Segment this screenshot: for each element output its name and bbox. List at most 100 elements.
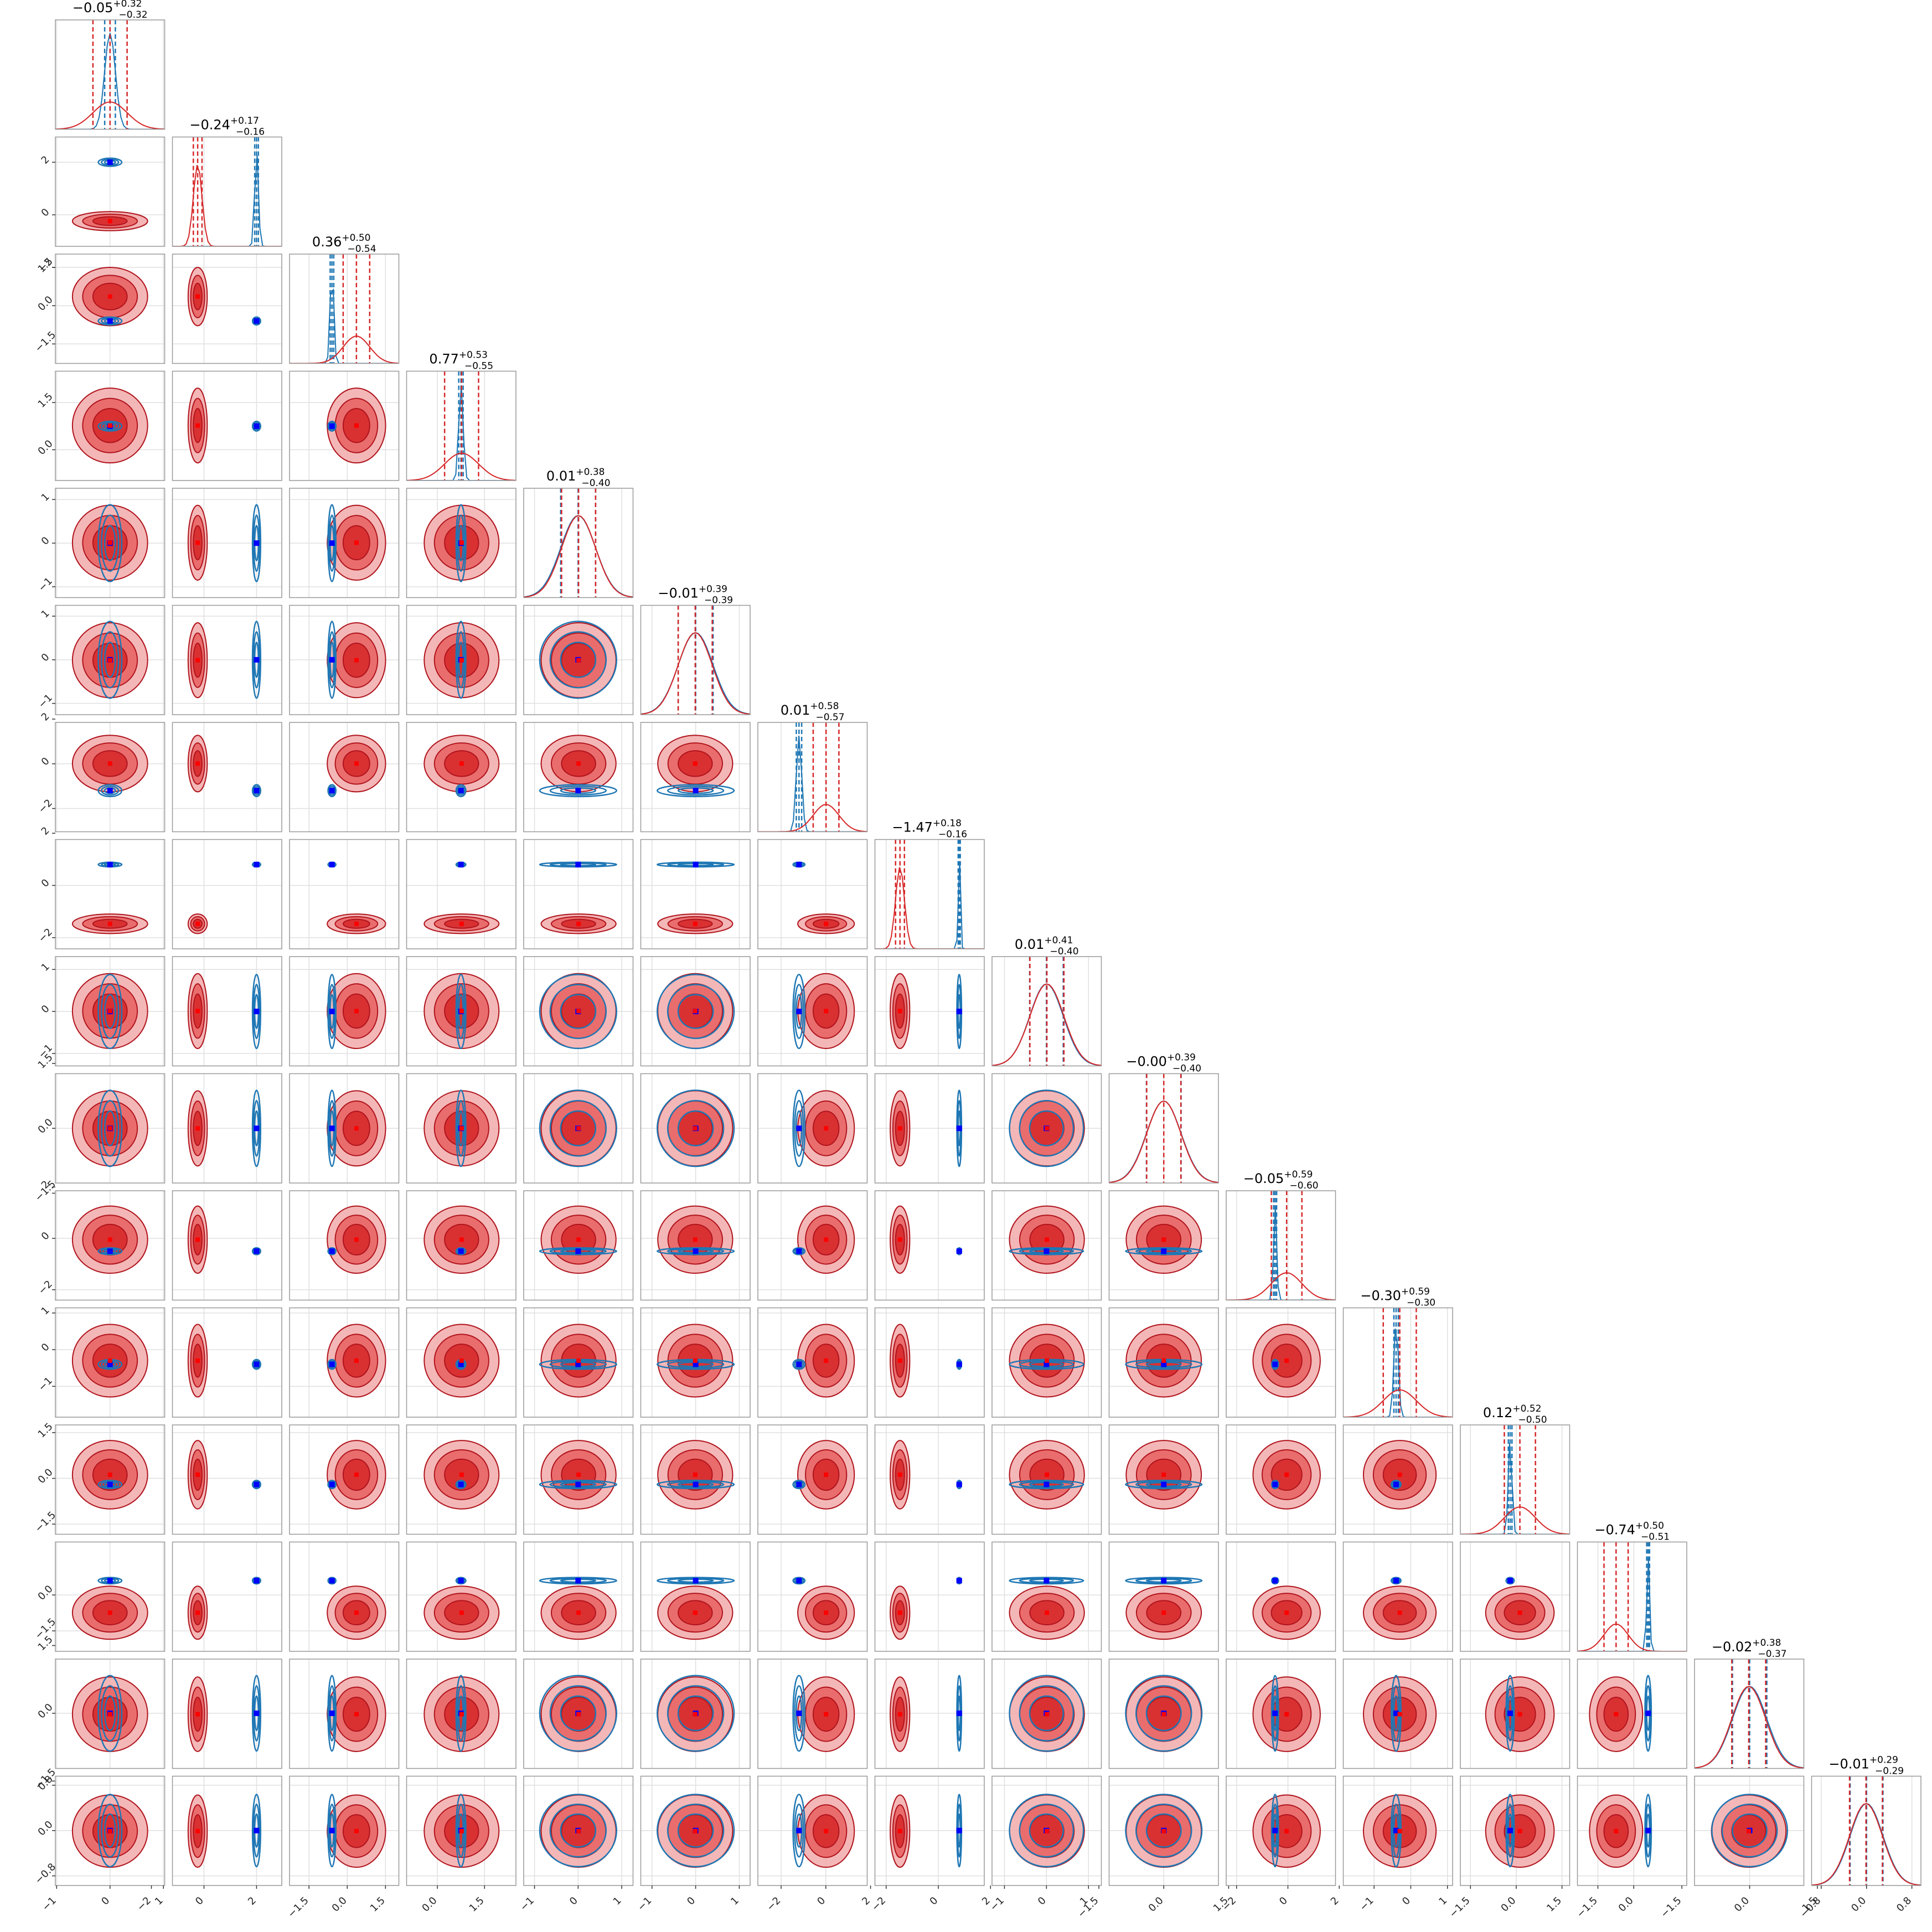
truth-marker xyxy=(254,1361,260,1367)
truth-marker xyxy=(575,861,581,867)
red-histogram xyxy=(524,515,633,598)
red-histogram xyxy=(1460,1506,1570,1535)
blue-contour xyxy=(560,642,597,678)
blue-contour xyxy=(1125,1247,1203,1256)
contour-panel-13-8 xyxy=(991,1541,1102,1652)
truth-marker xyxy=(458,1248,464,1254)
blue-contour xyxy=(1270,1675,1279,1752)
contour-panel-13-9 xyxy=(1108,1541,1219,1652)
x-tick-label: 0.0 xyxy=(1732,1895,1752,1914)
blue-contour xyxy=(1029,1695,1064,1732)
blue-contour xyxy=(549,1100,607,1157)
panel-frame xyxy=(874,839,985,949)
blue-contour xyxy=(327,1089,337,1168)
blue-contour xyxy=(328,1481,336,1489)
red-marker xyxy=(693,921,698,926)
truth-marker xyxy=(956,1710,962,1716)
blue-contour xyxy=(792,974,806,1050)
blue-contour xyxy=(539,1089,617,1168)
blue-contour xyxy=(549,631,607,689)
y-tick-label: −1 xyxy=(36,575,55,594)
red-marker xyxy=(195,423,200,428)
panel-frame xyxy=(1108,1424,1219,1535)
red-marker xyxy=(576,1237,581,1242)
y-tick-label: 2 xyxy=(39,154,52,167)
truth-marker xyxy=(1161,1248,1167,1254)
contour-panel-4-0: 1 0 −1 xyxy=(36,488,166,598)
truth-marker xyxy=(575,1481,581,1487)
truth-marker xyxy=(796,1827,802,1833)
truth-marker xyxy=(107,1248,113,1254)
contour-panel-7-5 xyxy=(640,839,751,949)
truth-marker xyxy=(107,159,113,166)
x-tick-label: 0 xyxy=(1400,1895,1413,1908)
blue-contour xyxy=(328,786,336,796)
blue-contour xyxy=(1029,1813,1064,1848)
red-marker xyxy=(354,658,359,663)
histogram-panel-8-8 xyxy=(991,956,1102,1067)
x-tick-label: 1.5 xyxy=(1544,1895,1564,1914)
x-tick-label: 0 xyxy=(685,1895,698,1908)
contour-panel-4-3 xyxy=(406,488,516,598)
blue-contour xyxy=(457,1804,466,1858)
contour-panel-4-2 xyxy=(289,488,400,598)
blue-contour xyxy=(328,984,336,1039)
blue-contour xyxy=(455,1089,467,1168)
truth-marker xyxy=(107,1361,113,1367)
blue-contour xyxy=(539,1794,617,1868)
red-marker xyxy=(1045,1610,1050,1615)
panel-frame xyxy=(172,605,282,715)
y-tick-label: 0 xyxy=(39,877,52,890)
blue-contour xyxy=(457,1685,466,1742)
truth-marker xyxy=(956,1009,962,1015)
blue-contour xyxy=(97,621,123,699)
blue-contour xyxy=(667,1100,725,1157)
truth-marker xyxy=(1161,1578,1167,1584)
blue-contour xyxy=(667,786,725,796)
truth-marker xyxy=(956,1827,962,1833)
blue-contour xyxy=(657,1089,735,1168)
y-tick-label: −1.5 xyxy=(33,1509,58,1535)
red-marker xyxy=(693,761,698,766)
red-marker xyxy=(1614,1828,1619,1833)
contour-panel-5-4 xyxy=(523,605,634,715)
blue-contour xyxy=(1145,1813,1182,1848)
truth-marker xyxy=(693,1481,699,1487)
red-marker xyxy=(459,1712,464,1717)
panel-frame xyxy=(172,136,282,247)
blue-contour xyxy=(792,1247,806,1256)
truth-marker xyxy=(329,1125,335,1132)
red-marker xyxy=(107,423,112,428)
contour-panel-6-3 xyxy=(406,722,516,833)
truth-marker xyxy=(254,861,260,867)
red-marker xyxy=(1045,1828,1050,1833)
y-tick-label: 0 xyxy=(39,755,52,768)
blue-contour xyxy=(1721,1804,1778,1858)
red-marker xyxy=(107,1358,112,1363)
truth-marker xyxy=(107,1578,113,1584)
red-marker xyxy=(1284,1828,1289,1833)
blue-contour xyxy=(455,1577,467,1585)
contour-panel-15-13: −1.5 0.0 xyxy=(1574,1775,1687,1920)
blue-contour xyxy=(104,1813,116,1848)
red-marker xyxy=(107,1712,112,1717)
histogram-panel-5-5 xyxy=(640,605,751,715)
panel-frame xyxy=(55,370,166,481)
contour-panel-15-11: −1 0 1 xyxy=(1342,1775,1453,1913)
contour-panel-11-0: 1 0 −1 xyxy=(36,1304,166,1418)
panel-frame xyxy=(991,956,1102,1067)
truth-marker xyxy=(329,861,335,867)
red-marker xyxy=(459,1610,464,1615)
truth-marker xyxy=(254,1578,260,1584)
blue-histogram xyxy=(1577,1558,1687,1651)
red-marker xyxy=(195,1828,200,1833)
contour-panel-14-9 xyxy=(1108,1659,1219,1769)
panel-title-7: −1.47+0.18 −0.16 xyxy=(892,818,967,840)
truth-marker xyxy=(796,1248,802,1254)
red-marker xyxy=(459,1358,464,1363)
panel-frame xyxy=(874,1541,985,1652)
blue-contour xyxy=(794,1685,804,1742)
contour-panel-15-9: −1.5 0.0 1.5 xyxy=(1076,1775,1231,1920)
red-marker xyxy=(107,921,112,926)
contour-panel-13-11 xyxy=(1342,1541,1453,1652)
